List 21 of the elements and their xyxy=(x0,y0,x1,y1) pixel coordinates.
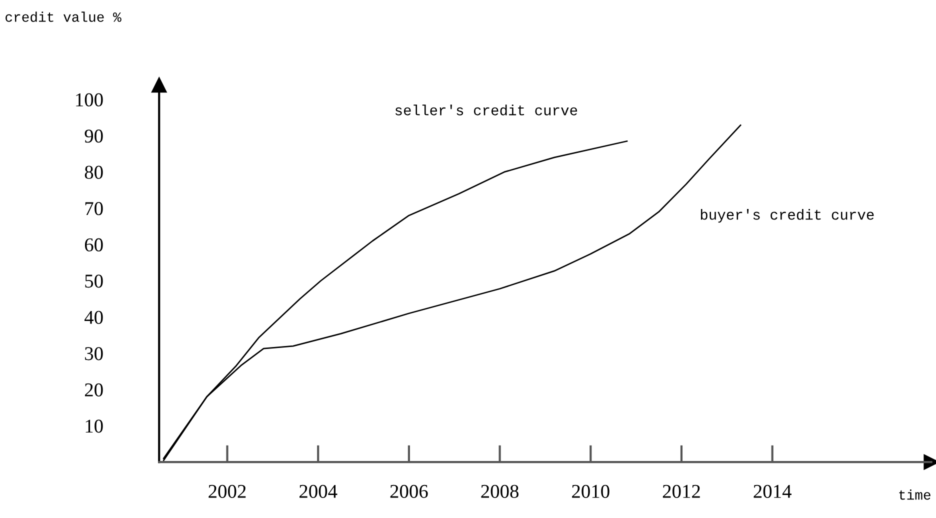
y-tick-label: 30 xyxy=(85,347,103,360)
x-tick-label: 2008 xyxy=(481,484,518,498)
y-tick-label: 20 xyxy=(84,383,103,396)
x-tick-label: 2002 xyxy=(208,484,246,498)
y-tick-label: 60 xyxy=(84,238,103,252)
text: seller's credit curve xyxy=(395,104,578,116)
y-axis-title: credit value % xyxy=(6,12,122,22)
x-tick-label: 2004 xyxy=(300,484,338,498)
y-tick-label: 80 xyxy=(84,166,103,179)
y-tick-label: 90 xyxy=(84,130,103,143)
y-tick-label: 40 xyxy=(84,310,103,324)
y-tick-label: 10 xyxy=(86,420,103,433)
y-tick-label: 50 xyxy=(85,274,103,288)
x-tick-label: 2012 xyxy=(662,484,700,498)
x-axis-title: time xyxy=(899,490,930,500)
x-tick-label: 2006 xyxy=(390,484,428,498)
y-tick-label: 100 xyxy=(76,93,103,106)
x-tick-label: 2014 xyxy=(754,484,792,498)
x-tick-label: 2010 xyxy=(572,484,610,498)
y-tick-label: 70 xyxy=(85,202,103,216)
series-label: buyer's credit curve xyxy=(700,209,874,223)
